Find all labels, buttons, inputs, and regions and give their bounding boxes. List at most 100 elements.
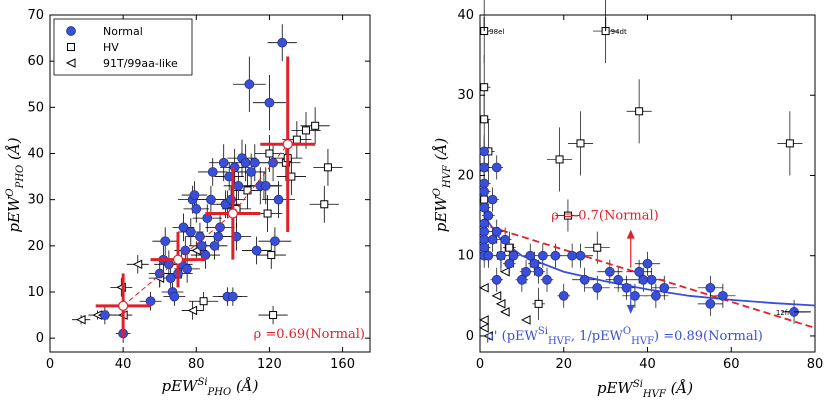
left-normal-point <box>215 222 225 233</box>
left-ytick-label: 50 <box>27 100 44 115</box>
left-xlabel: pEWSiPHO (Å) <box>161 377 258 398</box>
legend-normal-label: Normal <box>103 25 143 38</box>
right-xtick-label: 60 <box>723 357 740 372</box>
left-normal-point <box>270 236 280 247</box>
right-normal-point <box>483 210 494 221</box>
right-annotation-blue: ρ' (pEWSiHVF, 1/pEWOHVF) =0.89(Normal) <box>486 326 763 347</box>
right-xtick-label: 0 <box>476 357 484 372</box>
right-hv-point <box>555 155 564 164</box>
left-ytick-label: 60 <box>27 54 44 69</box>
right-91t-point <box>483 331 493 341</box>
right-red-arrow-head <box>626 229 635 239</box>
left-legend-box <box>53 18 193 76</box>
right-hv-point <box>480 195 489 204</box>
left-binned-trend <box>122 143 289 307</box>
left-normal-point <box>213 231 224 242</box>
right-91t-point <box>520 315 531 325</box>
right-normal-point <box>718 290 728 301</box>
right-normal-point <box>491 226 502 237</box>
left-normal-point <box>100 310 110 320</box>
left-normal-point <box>189 190 200 200</box>
right-hv-point <box>593 243 602 252</box>
right-normal-point <box>504 258 515 269</box>
right-normal-point <box>651 290 661 301</box>
left-normal-point <box>182 264 192 274</box>
left-normal-point <box>178 222 189 233</box>
right-hv-point <box>785 139 794 148</box>
left-normal-point <box>169 291 180 302</box>
right-normal-point <box>508 250 519 261</box>
right-normal-point <box>558 290 569 301</box>
left-hv-point <box>243 186 252 195</box>
left-ytick-label: 20 <box>27 239 44 254</box>
left-ytick-label: 40 <box>27 146 44 161</box>
left-normal-point <box>154 268 165 279</box>
right-91t-point <box>500 266 510 277</box>
right-91t-point <box>491 291 502 301</box>
left-hv-point <box>267 251 276 260</box>
left-hv-point <box>265 149 274 158</box>
left-91t-point <box>132 259 143 270</box>
right-normal-point <box>659 282 670 293</box>
left-normal-point <box>251 245 262 256</box>
left-normal-point <box>160 236 171 247</box>
left-hv-point <box>269 311 278 320</box>
left-normal-point <box>195 231 205 242</box>
right-normal-point <box>479 234 490 245</box>
right-normal-point <box>638 274 649 285</box>
left-normal-point <box>249 157 260 168</box>
right-normal-point <box>634 266 644 277</box>
left-binned-point <box>282 139 293 150</box>
right-xtick-label: 20 <box>555 357 572 372</box>
right-hv-point <box>635 107 644 116</box>
left-normal-point <box>196 240 207 251</box>
right-normal-point <box>479 178 490 189</box>
right-fit-linear <box>479 222 816 329</box>
right-blue-arrow-head <box>626 304 635 314</box>
left-91t-point <box>75 314 86 325</box>
left-normal-point <box>206 194 216 205</box>
right-normal-point <box>646 274 657 285</box>
left-normal-point <box>228 291 238 302</box>
right-normal-point <box>479 186 490 197</box>
legend-hv-marker <box>67 43 75 51</box>
left-normal-point <box>260 180 271 191</box>
legend-hv-label: HV <box>103 41 119 54</box>
left-hv-point <box>199 297 208 306</box>
left-xtick-label: 160 <box>330 357 355 372</box>
right-normal-point <box>537 250 548 261</box>
right-91t-point <box>479 323 489 333</box>
left-hv-point <box>263 209 272 218</box>
left-normal-point <box>218 157 229 168</box>
left-xtick-label: 0 <box>46 357 54 372</box>
right-hv-point <box>576 139 585 148</box>
left-ytick-label: 0 <box>36 331 44 346</box>
left-ytick-label: 70 <box>27 8 44 23</box>
left-xtick-label: 80 <box>188 357 205 372</box>
right-normal-point <box>525 250 536 261</box>
right-normal-point <box>705 299 716 309</box>
right-normal-point <box>517 274 527 285</box>
right-normal-point <box>621 282 632 293</box>
legend-91t-label: 91T/99aa-like <box>103 57 178 70</box>
left-hv-point <box>311 121 320 130</box>
left-hv-point <box>302 126 310 135</box>
right-normal-point <box>479 162 490 173</box>
left-normal-point <box>240 157 251 168</box>
right-normal-point <box>521 266 531 277</box>
right-normal-point <box>487 234 498 245</box>
right-ytick-label: 0 <box>466 329 474 344</box>
right-normal-point <box>479 242 490 253</box>
right-normal-point <box>579 274 590 285</box>
right-normal-point <box>487 194 498 205</box>
right-91t-point <box>500 307 510 317</box>
left-normal-point <box>277 37 288 48</box>
right-hv-point <box>563 211 572 220</box>
right-normal-point <box>533 266 544 277</box>
left-axes-frame <box>49 14 371 353</box>
right-normal-point <box>483 250 494 261</box>
left-normal-point <box>165 273 176 283</box>
right-12fr-label: 12fr <box>776 309 790 317</box>
left-normal-point <box>185 227 196 237</box>
right-normal-point <box>496 250 506 261</box>
